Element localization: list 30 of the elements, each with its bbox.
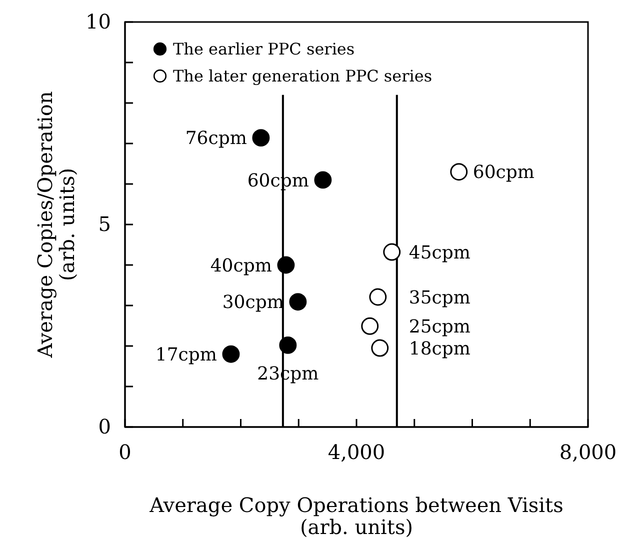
annotation: 30cpm bbox=[222, 292, 284, 314]
annotation: 45cpm bbox=[408, 242, 470, 264]
y-tick-label: 10 bbox=[86, 9, 111, 34]
point bbox=[314, 171, 332, 189]
point bbox=[279, 336, 297, 354]
annotation: 40cpm bbox=[210, 255, 272, 276]
point bbox=[289, 293, 307, 311]
annotation: 17cpm bbox=[155, 344, 217, 366]
point bbox=[222, 345, 240, 363]
point bbox=[371, 339, 389, 357]
point bbox=[361, 317, 379, 335]
x-axis-title: Average Copy Operations between Visits (arb. units) bbox=[148, 493, 564, 539]
y-tick-label: 0 bbox=[98, 414, 111, 438]
annotation: 76cpm bbox=[185, 128, 247, 150]
point bbox=[450, 163, 468, 181]
y-tick-label: 5 bbox=[98, 212, 111, 236]
legend-label: The later generation PPC series bbox=[173, 66, 432, 86]
x-tick-label: 0 bbox=[118, 440, 132, 464]
point bbox=[369, 288, 387, 306]
legend-label: The earlier PPC series bbox=[173, 40, 355, 59]
annotation: 60cpm bbox=[472, 162, 534, 184]
x-tick-label: 4,000 bbox=[328, 440, 386, 464]
annotation: 25cpm bbox=[408, 316, 470, 338]
x-tick-label: 8,000 bbox=[559, 440, 617, 464]
point bbox=[383, 243, 401, 261]
annotation: 35cpm bbox=[408, 287, 470, 308]
y-axis-title: Average Copies/Operation (arb. units) bbox=[33, 91, 79, 359]
point bbox=[252, 129, 270, 147]
annotation: 18cpm bbox=[408, 338, 470, 360]
point bbox=[277, 256, 295, 274]
